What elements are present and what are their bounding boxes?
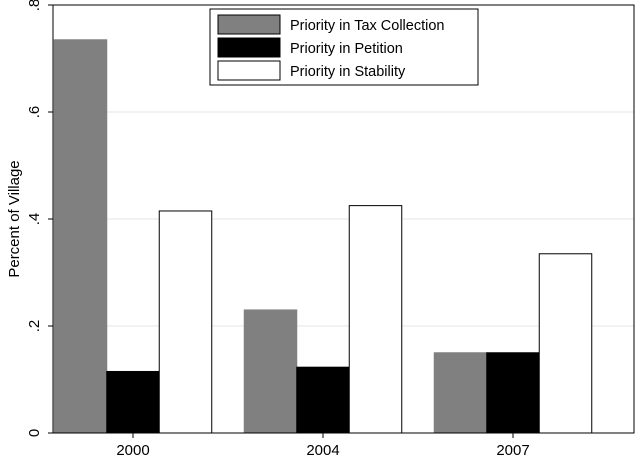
legend-label: Priority in Stability [290,64,406,80]
bar [53,39,108,434]
bar [538,253,593,434]
x-tick-label: 2004 [306,442,339,459]
y-axis-ticks: 0 .2 .4 .6 .8 [26,0,53,437]
bar [348,205,403,434]
y-tick-label: .2 [26,320,43,333]
bar [486,352,540,434]
y-tick-label: .6 [26,106,43,119]
x-tick-label: 2000 [116,442,149,459]
bar [158,210,213,434]
y-tick-label: 0 [26,429,43,437]
bar [296,366,350,434]
y-tick-label: .4 [26,213,43,226]
legend-label: Priority in Tax Collection [290,18,444,34]
legend-swatch [217,60,281,81]
legend-label: Priority in Petition [290,41,403,57]
y-axis-label: Percent of Village [6,160,23,277]
x-tick-label: 2007 [496,442,529,459]
bar [243,309,298,434]
legend: Priority in Tax Collection Priority in Pe… [209,8,479,86]
y-tick-label: .8 [26,0,43,11]
bar [433,352,488,434]
x-axis-ticks: 2000 2004 2007 [116,433,530,459]
legend-swatch [217,14,281,35]
bar [106,370,160,434]
bars [53,39,593,434]
legend-swatch [217,37,281,58]
